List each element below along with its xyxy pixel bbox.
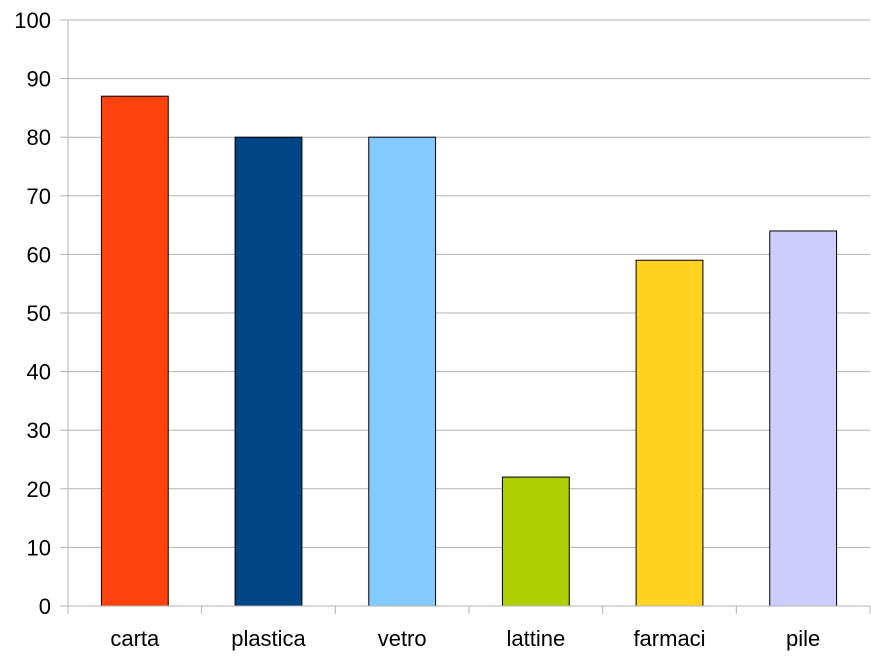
x-tick-label: pile — [786, 626, 820, 651]
bar-carta — [100, 95, 169, 607]
axes — [60, 19, 871, 614]
bars — [100, 95, 838, 607]
x-tick-label: lattine — [506, 626, 565, 651]
y-tick-label: 60 — [27, 242, 51, 267]
y-tick-label: 70 — [27, 184, 51, 209]
x-tick-label: carta — [110, 626, 160, 651]
bar-farmaci — [635, 259, 704, 607]
y-tick-label: 50 — [27, 301, 51, 326]
bar-lattine — [501, 476, 570, 607]
y-tick-label: 90 — [27, 67, 51, 92]
y-tick-label: 10 — [27, 535, 51, 560]
y-tick-label: 80 — [27, 125, 51, 150]
bar-plastica — [234, 136, 303, 607]
y-tick-label: 40 — [27, 360, 51, 385]
tick-labels: 0 10 20 30 40 50 60 70 80 90 100 carta plastica vetro… — [14, 8, 820, 651]
y-tick-label: 30 — [27, 418, 51, 443]
gridlines — [68, 19, 870, 607]
x-tick-label: farmaci — [633, 626, 705, 651]
y-tick-label: 0 — [39, 594, 51, 619]
bar-pile — [769, 230, 838, 607]
y-tick-label: 100 — [14, 8, 51, 33]
x-tick-label: plastica — [231, 626, 306, 651]
y-tick-label: 20 — [27, 477, 51, 502]
bar-vetro — [368, 136, 437, 607]
x-tick-label: vetro — [378, 626, 427, 651]
